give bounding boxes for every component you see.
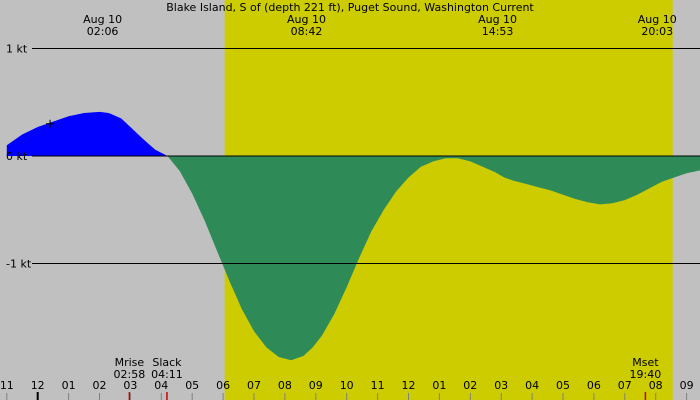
x-tick-label: 07 <box>247 379 261 392</box>
extremum-time-label: 14:53 <box>482 25 514 38</box>
x-tick-label: 09 <box>309 379 323 392</box>
event-label: Slack <box>152 356 182 369</box>
x-tick-label: 08 <box>649 379 663 392</box>
x-tick-labels: 11 12 01 02 03 04 05 06 07 08 09 10 11 12 01 02 03 04 05 06… <box>0 379 694 400</box>
x-tick-label: 08 <box>278 379 292 392</box>
x-tick-label: 10 <box>340 379 354 392</box>
event-time-label: 19:40 <box>630 368 662 381</box>
event-label: Mrise <box>115 356 145 369</box>
x-tick-label: 03 <box>123 379 137 392</box>
x-tick-label: 02 <box>463 379 477 392</box>
x-tick-label: 12 <box>31 379 45 392</box>
extremum-time-label: 20:03 <box>641 25 673 38</box>
marker-layer <box>46 119 647 400</box>
x-tick-label: 03 <box>494 379 508 392</box>
x-tick-label: 06 <box>587 379 601 392</box>
extremum-date-label: Aug 10 <box>287 13 326 26</box>
x-tick-label: 09 <box>680 379 694 392</box>
x-tick-label: 11 <box>0 379 14 392</box>
x-tick-label: 06 <box>216 379 230 392</box>
extremum-time-label: 02:06 <box>87 25 119 38</box>
ebb-area <box>167 156 700 361</box>
x-tick-label: 04 <box>154 379 168 392</box>
x-tick-label: 01 <box>432 379 446 392</box>
y-tick-label: 1 kt <box>6 43 28 56</box>
flood-area <box>6 111 168 156</box>
x-tick-label: 01 <box>62 379 76 392</box>
event-time-label: 02:58 <box>114 368 146 381</box>
extremum-date-label: Aug 10 <box>478 13 517 26</box>
x-tick-label: 12 <box>401 379 415 392</box>
x-tick-label: 05 <box>556 379 570 392</box>
extremum-date-label: Aug 10 <box>83 13 122 26</box>
extremum-date-label: Aug 10 <box>638 13 677 26</box>
x-tick-label: 11 <box>371 379 385 392</box>
x-tick-label: 07 <box>618 379 632 392</box>
current-area-layer <box>6 111 700 361</box>
x-tick-label: 04 <box>525 379 539 392</box>
event-label: Mset <box>632 356 659 369</box>
gridlines <box>32 48 700 264</box>
x-tick-label: 05 <box>185 379 199 392</box>
event-time-label: 04:11 <box>151 368 183 381</box>
y-tick-labels: 1 kt 0 kt -1 kt <box>6 43 32 271</box>
x-tick-label: 02 <box>92 379 106 392</box>
extremum-time-label: 08:42 <box>291 25 323 38</box>
chart-title: Blake Island, S of (depth 221 ft), Puget… <box>166 1 534 14</box>
y-tick-label: 0 kt <box>6 150 28 163</box>
y-tick-label: -1 kt <box>6 258 32 271</box>
